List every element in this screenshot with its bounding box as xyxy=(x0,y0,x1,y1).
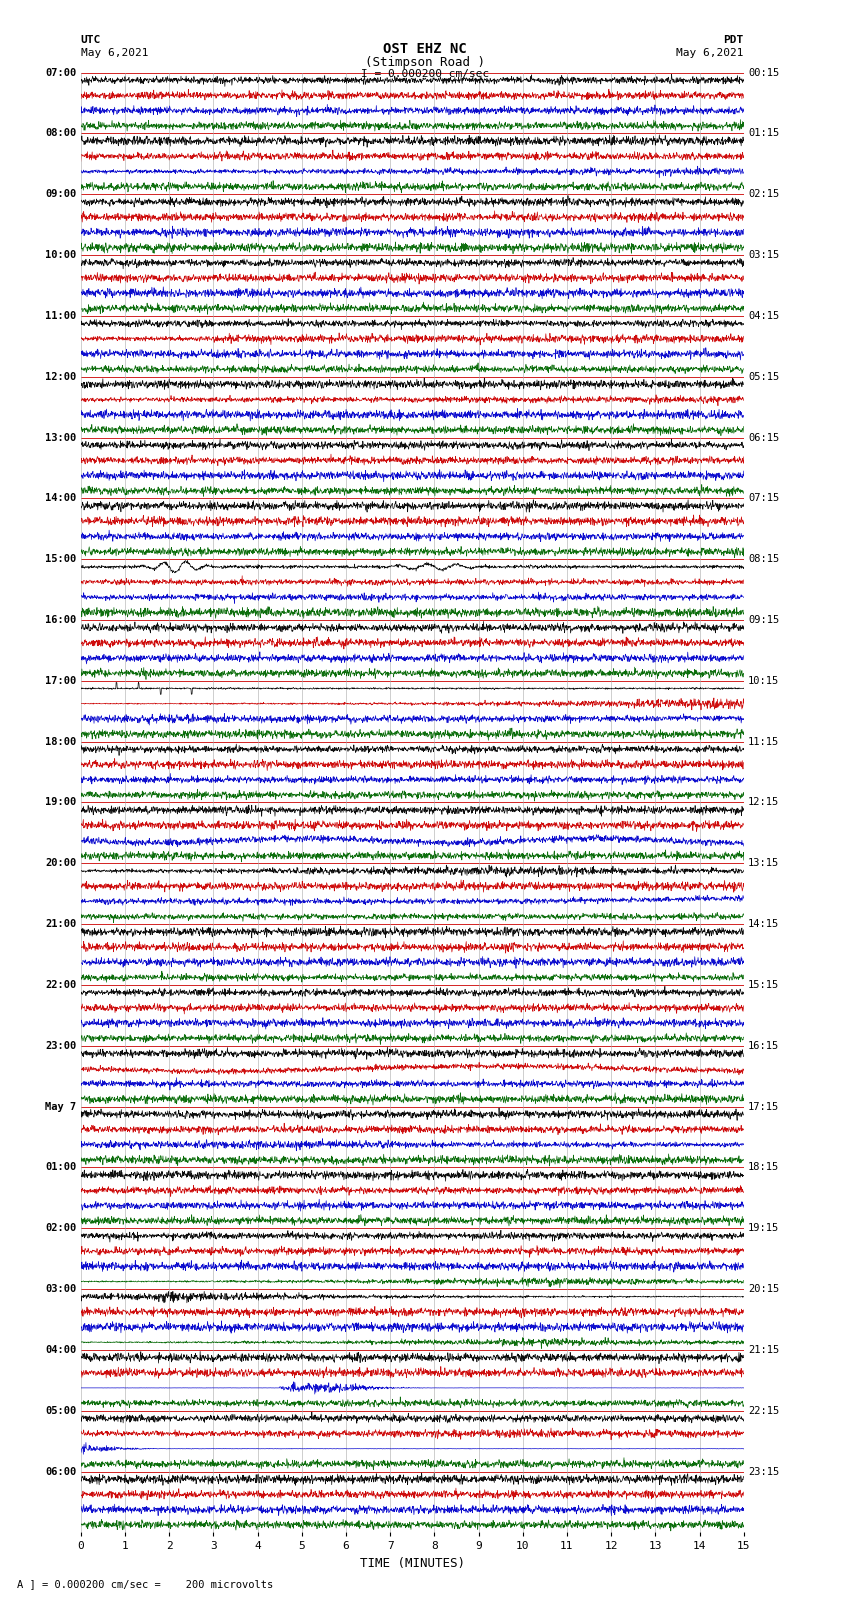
X-axis label: TIME (MINUTES): TIME (MINUTES) xyxy=(360,1557,465,1569)
Text: OST EHZ NC: OST EHZ NC xyxy=(383,42,467,56)
Text: 01:00: 01:00 xyxy=(45,1163,76,1173)
Text: 22:00: 22:00 xyxy=(45,981,76,990)
Text: 20:00: 20:00 xyxy=(45,858,76,868)
Text: 05:15: 05:15 xyxy=(748,371,779,382)
Text: 21:15: 21:15 xyxy=(748,1345,779,1355)
Text: 15:00: 15:00 xyxy=(45,555,76,565)
Text: 16:00: 16:00 xyxy=(45,615,76,624)
Text: 13:15: 13:15 xyxy=(748,858,779,868)
Text: 11:15: 11:15 xyxy=(748,737,779,747)
Text: UTC: UTC xyxy=(81,35,101,45)
Text: 23:00: 23:00 xyxy=(45,1040,76,1050)
Text: 15:15: 15:15 xyxy=(748,981,779,990)
Text: A ] = 0.000200 cm/sec =    200 microvolts: A ] = 0.000200 cm/sec = 200 microvolts xyxy=(17,1579,273,1589)
Text: 21:00: 21:00 xyxy=(45,919,76,929)
Text: 19:00: 19:00 xyxy=(45,797,76,808)
Text: May 7: May 7 xyxy=(45,1102,76,1111)
Text: 00:15: 00:15 xyxy=(748,68,779,77)
Text: 09:00: 09:00 xyxy=(45,189,76,200)
Text: I = 0.000200 cm/sec: I = 0.000200 cm/sec xyxy=(361,69,489,79)
Text: 02:15: 02:15 xyxy=(748,189,779,200)
Text: 02:00: 02:00 xyxy=(45,1223,76,1234)
Text: 20:15: 20:15 xyxy=(748,1284,779,1294)
Text: 08:15: 08:15 xyxy=(748,555,779,565)
Text: 17:00: 17:00 xyxy=(45,676,76,686)
Text: PDT: PDT xyxy=(723,35,744,45)
Text: 06:15: 06:15 xyxy=(748,432,779,442)
Text: 22:15: 22:15 xyxy=(748,1405,779,1416)
Text: 03:00: 03:00 xyxy=(45,1284,76,1294)
Text: 19:15: 19:15 xyxy=(748,1223,779,1234)
Text: 11:00: 11:00 xyxy=(45,311,76,321)
Text: 12:15: 12:15 xyxy=(748,797,779,808)
Text: May 6,2021: May 6,2021 xyxy=(677,48,744,58)
Text: 07:15: 07:15 xyxy=(748,494,779,503)
Text: 12:00: 12:00 xyxy=(45,371,76,382)
Text: 14:15: 14:15 xyxy=(748,919,779,929)
Text: 04:00: 04:00 xyxy=(45,1345,76,1355)
Text: 18:00: 18:00 xyxy=(45,737,76,747)
Text: 10:15: 10:15 xyxy=(748,676,779,686)
Text: May 6,2021: May 6,2021 xyxy=(81,48,148,58)
Text: 05:00: 05:00 xyxy=(45,1405,76,1416)
Text: 14:00: 14:00 xyxy=(45,494,76,503)
Text: 10:00: 10:00 xyxy=(45,250,76,260)
Text: 09:15: 09:15 xyxy=(748,615,779,624)
Text: 23:15: 23:15 xyxy=(748,1466,779,1476)
Text: (Stimpson Road ): (Stimpson Road ) xyxy=(365,56,485,69)
Text: 17:15: 17:15 xyxy=(748,1102,779,1111)
Text: 13:00: 13:00 xyxy=(45,432,76,442)
Text: 01:15: 01:15 xyxy=(748,129,779,139)
Text: 18:15: 18:15 xyxy=(748,1163,779,1173)
Text: 06:00: 06:00 xyxy=(45,1466,76,1476)
Text: 03:15: 03:15 xyxy=(748,250,779,260)
Text: 16:15: 16:15 xyxy=(748,1040,779,1050)
Text: 07:00: 07:00 xyxy=(45,68,76,77)
Text: 08:00: 08:00 xyxy=(45,129,76,139)
Text: 04:15: 04:15 xyxy=(748,311,779,321)
